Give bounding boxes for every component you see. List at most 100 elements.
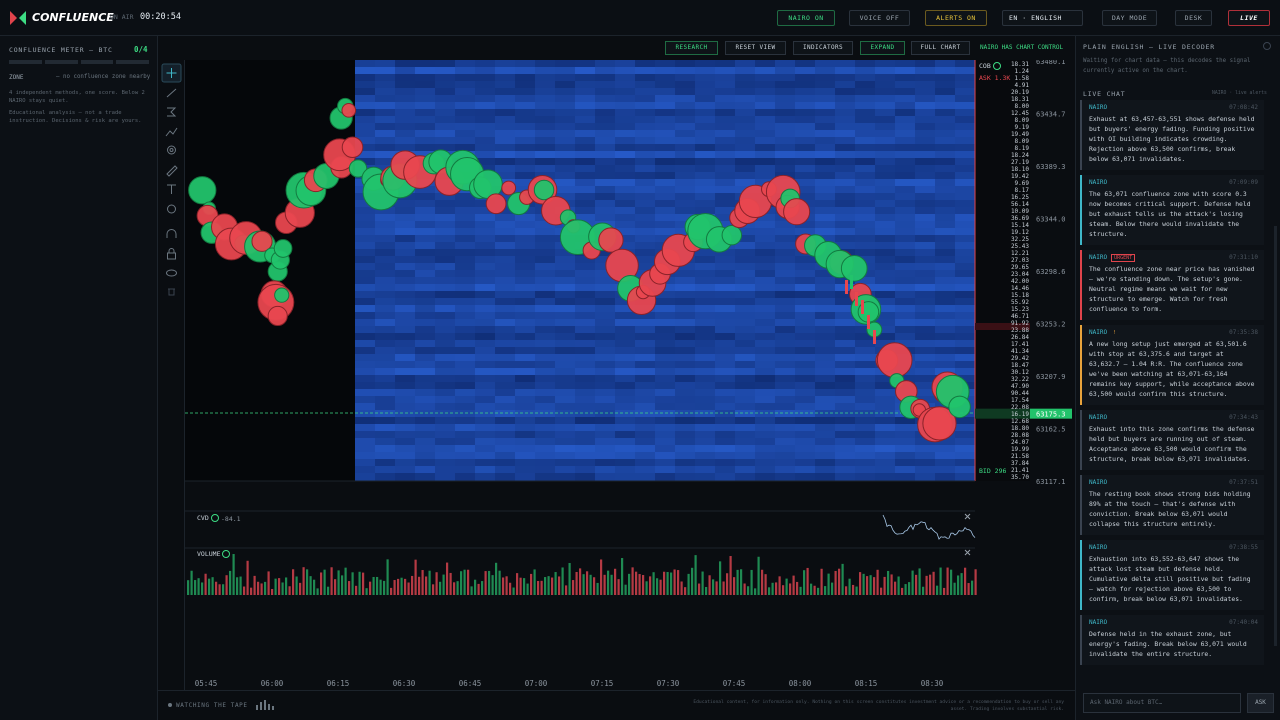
heat-cell: [615, 67, 636, 75]
tool-pen[interactable]: [166, 165, 178, 177]
trade-bubble: [598, 227, 624, 253]
tool-magnet[interactable]: [166, 229, 177, 239]
tool-eye[interactable]: [166, 269, 177, 277]
heat-cell: [435, 228, 456, 236]
heat-cell: [475, 95, 496, 103]
heat-cell: [775, 256, 796, 264]
heat-cell: [695, 186, 716, 194]
tool-emoji[interactable]: [167, 204, 176, 214]
heat-cell: [355, 95, 376, 103]
heat-cell: [655, 368, 676, 376]
ask-button[interactable]: ASK: [1247, 693, 1274, 713]
heat-cell: [655, 102, 676, 110]
heat-cell: [355, 242, 376, 250]
volume-bar: [887, 570, 890, 595]
heat-cell: [495, 165, 516, 173]
price-label: 63253.2: [1036, 321, 1066, 329]
heat-cell: [455, 137, 476, 145]
heat-cell: [535, 298, 556, 306]
heat-cell: [635, 466, 656, 474]
live[interactable]: LIVE: [1228, 10, 1270, 26]
heat-cell: [635, 326, 656, 334]
indicators-button[interactable]: INDICATORS: [793, 41, 853, 55]
heat-cell: [395, 116, 416, 124]
heat-cell: [915, 473, 936, 481]
heat-cell: [955, 459, 976, 467]
heat-cell: [495, 417, 516, 425]
heat-cell: [695, 382, 716, 390]
full-chart-button[interactable]: FULL CHART: [911, 41, 970, 55]
tool-trash[interactable]: [168, 288, 175, 296]
heat-cell: [935, 95, 956, 103]
chat-input[interactable]: Ask NAIRO about BTC…: [1083, 693, 1241, 713]
meter-disclaimer: Educational analysis — not a trade instr…: [9, 110, 142, 124]
tool-text[interactable]: [167, 184, 176, 194]
heat-cell: [395, 130, 416, 138]
tool-target[interactable]: [167, 145, 176, 155]
heatmap: [355, 60, 976, 481]
nairo-toggle[interactable]: NAIRO ON: [777, 10, 835, 26]
heat-cell: [415, 389, 436, 397]
voice-toggle[interactable]: VOICE OFF: [849, 10, 910, 26]
volume-bar: [736, 569, 739, 595]
scrollbar[interactable]: [1274, 226, 1277, 646]
tool-lock[interactable]: [167, 252, 176, 260]
tool-path[interactable]: [165, 127, 178, 137]
tool-sigma[interactable]: [167, 107, 177, 117]
expand-button[interactable]: EXPAND: [860, 41, 905, 55]
message-badge: URGENT: [1111, 254, 1136, 262]
heat-cell: [875, 193, 896, 201]
alerts-toggle[interactable]: ALERTS ON: [925, 10, 987, 26]
tool-trend[interactable]: [166, 88, 177, 98]
heat-cell: [815, 340, 836, 348]
heat-cell: [635, 375, 656, 383]
heat-cell: [835, 298, 856, 306]
heat-cell: [555, 354, 576, 362]
volume-bar: [456, 581, 459, 595]
heat-cell: [575, 277, 596, 285]
heat-cell: [735, 389, 756, 397]
volume-bar: [596, 582, 599, 595]
heat-cell: [355, 81, 376, 89]
orderbook-size: 19.49: [1011, 131, 1029, 138]
heat-cell: [635, 249, 656, 257]
orderbook-size: 8.19: [1015, 145, 1030, 152]
heat-cell: [655, 466, 676, 474]
heat-cell: [455, 403, 476, 411]
heat-cell: [575, 116, 596, 124]
heat-cell: [755, 88, 776, 96]
heat-cell: [695, 417, 716, 425]
heat-cell: [875, 165, 896, 173]
heat-cell: [355, 277, 376, 285]
heat-cell: [675, 459, 696, 467]
heat-cell: [715, 410, 736, 418]
heat-cell: [495, 326, 516, 334]
heat-cell: [395, 473, 416, 481]
volume-bar: [575, 571, 578, 595]
heat-cell: [955, 74, 976, 82]
day-mode[interactable]: DAY MODE: [1102, 10, 1157, 26]
heat-cell: [515, 382, 536, 390]
heat-cell: [435, 312, 456, 320]
chat-message: NAIRO 07:34:43 Exhaust into this zone conf…: [1080, 410, 1264, 470]
heat-cell: [395, 319, 416, 327]
heat-cell: [675, 452, 696, 460]
heat-cell: [895, 130, 916, 138]
heat-cell: [855, 81, 876, 89]
decoder-info[interactable]: [1263, 42, 1271, 50]
heat-cell: [355, 466, 376, 474]
heat-cell: [855, 326, 876, 334]
language-select[interactable]: EN · ENGLISH: [1002, 10, 1083, 26]
heat-cell: [515, 172, 536, 180]
volume-bar: [915, 574, 918, 595]
desk[interactable]: DESK: [1175, 10, 1212, 26]
heat-cell: [635, 235, 656, 243]
heat-cell: [415, 88, 436, 96]
research-button[interactable]: RESEARCH: [665, 41, 718, 55]
heat-cell: [655, 298, 676, 306]
heat-cell: [815, 438, 836, 446]
heat-cell: [595, 102, 616, 110]
heat-cell: [515, 298, 536, 306]
heat-cell: [375, 249, 396, 257]
reset-view-button[interactable]: RESET VIEW: [725, 41, 786, 55]
